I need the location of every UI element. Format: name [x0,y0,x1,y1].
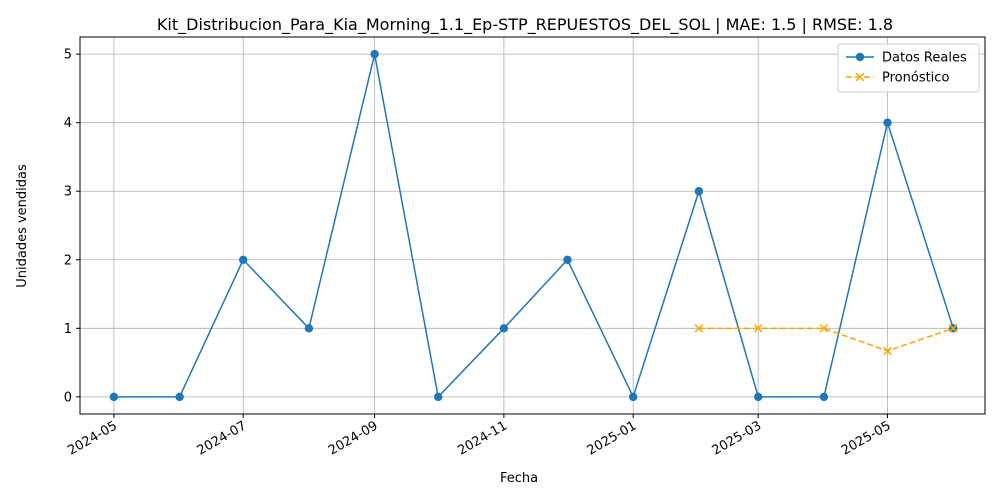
series-layer [109,49,958,402]
y-axis-label: Unidades vendidas [15,164,30,288]
series-1 [694,323,958,356]
x-tick-label: 2025-05 [839,418,894,458]
data-point [238,255,248,264]
data-point [883,346,892,356]
x-tick-label: 2024-07 [195,418,250,458]
y-axis: 0 1 2 3 4 5 [64,48,80,405]
data-point [694,323,704,333]
grid [80,37,985,414]
x-tick-label: 2025-01 [585,418,640,458]
x-tick-label: 2025-03 [710,418,765,458]
data-point [628,392,638,402]
data-point [499,324,509,333]
x-tick-label: 2024-05 [65,418,120,458]
data-point [304,324,314,333]
legend: Datos Reales Pronóstico [837,43,980,93]
y-tick-label: 3 [64,185,72,200]
data-point [948,323,958,333]
y-tick-label: 2 [64,253,72,268]
plot-frame [79,36,986,415]
data-point [694,187,704,196]
x-tick-label: 2024-11 [455,418,510,458]
x-axis-label: Fecha [500,471,538,486]
legend-label: Pronóstico [882,71,949,86]
x-tick-label: 2024-09 [326,418,381,458]
legend-label: Datos Reales [882,51,967,66]
legend-frame [837,43,980,93]
data-point [819,323,829,333]
y-tick-label: 1 [64,322,72,337]
data-point [109,392,119,402]
series-line-0 [113,53,954,399]
data-point [175,392,184,402]
data-point [433,392,443,402]
x-axis: 2024-05 2024-07 2024-09 2024-11 2025-01 2025-… [65,414,894,459]
data-point [753,323,763,333]
y-tick-label: 0 [64,390,72,405]
y-tick-label: 4 [64,116,72,131]
series-0 [109,49,958,402]
legend-marker [855,72,865,82]
series-line-1 [698,327,954,352]
data-point [563,255,572,264]
data-point [883,118,892,127]
legend-marker [855,52,865,62]
chart-title: Kit_Distribucion_Para_Kia_Morning_1.1_Ep… [157,15,893,35]
data-point [370,49,379,59]
y-tick-label: 5 [64,48,72,63]
data-point [819,392,829,402]
data-point [754,392,763,402]
